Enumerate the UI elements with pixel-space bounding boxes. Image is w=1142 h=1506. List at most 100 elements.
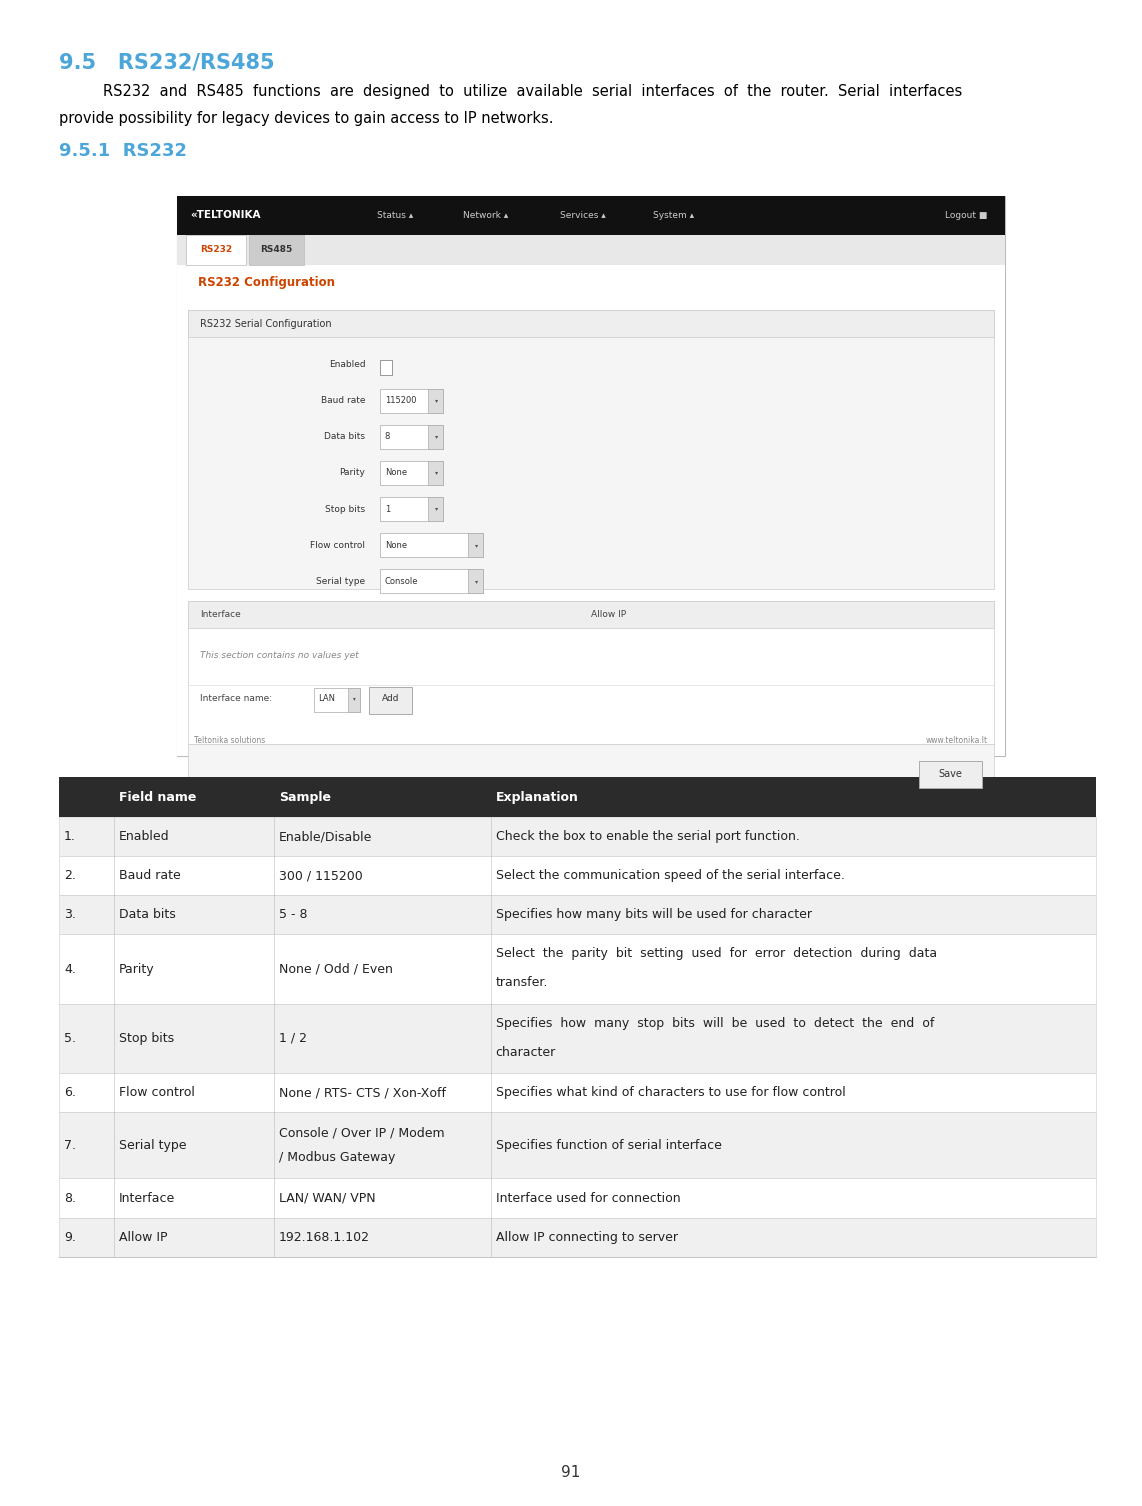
Text: Services ▴: Services ▴ <box>560 211 605 220</box>
Bar <box>59 816 1096 855</box>
Text: LAN: LAN <box>319 694 336 703</box>
Bar <box>468 533 483 557</box>
Text: 3.: 3. <box>64 908 75 922</box>
Bar <box>380 497 443 521</box>
Text: Check the box to enable the serial port function.: Check the box to enable the serial port … <box>496 830 799 843</box>
Bar <box>177 196 1005 235</box>
Bar <box>59 1218 1096 1258</box>
Text: Flow control: Flow control <box>119 1086 194 1099</box>
Text: Save: Save <box>939 770 963 779</box>
Text: Add: Add <box>381 694 400 703</box>
Bar <box>188 601 994 628</box>
Text: 1: 1 <box>385 505 391 514</box>
Text: Interface: Interface <box>119 1191 175 1205</box>
Text: Enable/Disable: Enable/Disable <box>279 830 372 843</box>
Text: Status ▴: Status ▴ <box>377 211 413 220</box>
Bar <box>177 196 1005 756</box>
Text: Sample: Sample <box>279 791 331 804</box>
Text: Specifies function of serial interface: Specifies function of serial interface <box>496 1139 722 1152</box>
Text: ▾: ▾ <box>435 506 437 512</box>
Bar <box>428 425 443 449</box>
Text: Data bits: Data bits <box>324 432 365 441</box>
Text: character: character <box>496 1045 556 1059</box>
Text: Stop bits: Stop bits <box>119 1032 174 1045</box>
Text: 9.5   RS232/RS485: 9.5 RS232/RS485 <box>59 53 275 72</box>
Text: 1 / 2: 1 / 2 <box>279 1032 307 1045</box>
Text: 7.: 7. <box>64 1139 77 1152</box>
Text: 8: 8 <box>385 432 391 441</box>
Text: This section contains no values yet: This section contains no values yet <box>200 651 359 660</box>
Text: None / RTS- CTS / Xon-Xoff: None / RTS- CTS / Xon-Xoff <box>279 1086 445 1099</box>
Text: Flow control: Flow control <box>311 541 365 550</box>
Bar <box>380 360 392 375</box>
Text: Console / Over IP / Modem: Console / Over IP / Modem <box>279 1126 444 1140</box>
Text: Teltonika solutions: Teltonika solutions <box>194 736 265 745</box>
Bar <box>348 688 360 712</box>
Bar <box>380 461 443 485</box>
Bar <box>59 1005 1096 1074</box>
Bar <box>177 235 1005 265</box>
Bar <box>380 533 483 557</box>
Text: Specifies how many bits will be used for character: Specifies how many bits will be used for… <box>496 908 812 922</box>
Text: ▾: ▾ <box>435 434 437 440</box>
Text: ▾: ▾ <box>435 470 437 476</box>
Text: / Modbus Gateway: / Modbus Gateway <box>279 1151 395 1164</box>
Text: RS232 Configuration: RS232 Configuration <box>198 276 335 289</box>
Bar <box>380 425 443 449</box>
Text: provide possibility for legacy devices to gain access to IP networks.: provide possibility for legacy devices t… <box>59 111 554 127</box>
Text: 2.: 2. <box>64 869 75 883</box>
Text: www.teltonika.lt: www.teltonika.lt <box>926 736 988 745</box>
Text: Enabled: Enabled <box>119 830 169 843</box>
Text: Serial type: Serial type <box>316 577 365 586</box>
Text: Allow IP: Allow IP <box>592 610 626 619</box>
Bar <box>59 895 1096 935</box>
Text: RS232  and  RS485  functions  are  designed  to  utilize  available  serial  int: RS232 and RS485 functions are designed t… <box>103 84 962 99</box>
Bar <box>380 389 443 413</box>
Text: 300 / 115200: 300 / 115200 <box>279 869 362 883</box>
Bar <box>59 1113 1096 1179</box>
Text: 115200: 115200 <box>385 396 417 405</box>
Bar <box>428 461 443 485</box>
Bar <box>188 601 994 744</box>
Bar <box>314 688 360 712</box>
Text: Enabled: Enabled <box>329 360 365 369</box>
Text: transfer.: transfer. <box>496 976 548 989</box>
Text: Baud rate: Baud rate <box>321 396 365 405</box>
Text: Specifies what kind of characters to use for flow control: Specifies what kind of characters to use… <box>496 1086 845 1099</box>
Text: ▾: ▾ <box>475 542 477 548</box>
Text: Allow IP: Allow IP <box>119 1230 167 1244</box>
Text: 9.: 9. <box>64 1230 75 1244</box>
Text: ▾: ▾ <box>435 398 437 404</box>
Text: Logout ■: Logout ■ <box>946 211 988 220</box>
Bar <box>186 235 246 265</box>
Text: System ▴: System ▴ <box>653 211 694 220</box>
Bar <box>428 389 443 413</box>
Text: Network ▴: Network ▴ <box>463 211 508 220</box>
Text: Interface name:: Interface name: <box>200 694 272 703</box>
Bar <box>188 310 994 337</box>
Bar <box>188 744 994 804</box>
Bar <box>380 569 483 593</box>
Text: Interface used for connection: Interface used for connection <box>496 1191 681 1205</box>
Text: Parity: Parity <box>119 962 154 976</box>
Bar <box>188 310 994 589</box>
Text: None: None <box>385 541 407 550</box>
Bar <box>468 569 483 593</box>
Text: 91: 91 <box>562 1465 580 1480</box>
Bar <box>919 761 982 788</box>
Text: None / Odd / Even: None / Odd / Even <box>279 962 393 976</box>
Text: Serial type: Serial type <box>119 1139 186 1152</box>
Bar <box>428 497 443 521</box>
Bar <box>59 935 1096 1005</box>
Text: Data bits: Data bits <box>119 908 176 922</box>
Text: Allow IP connecting to server: Allow IP connecting to server <box>496 1230 677 1244</box>
Text: RS232 Serial Configuration: RS232 Serial Configuration <box>200 319 331 328</box>
Text: Specifies  how  many  stop  bits  will  be  used  to  detect  the  end  of: Specifies how many stop bits will be use… <box>496 1017 934 1030</box>
Text: 6.: 6. <box>64 1086 75 1099</box>
Text: ▾: ▾ <box>353 696 355 702</box>
Text: LAN/ WAN/ VPN: LAN/ WAN/ VPN <box>279 1191 376 1205</box>
Text: RS232: RS232 <box>200 245 232 255</box>
Bar <box>59 855 1096 895</box>
Text: ▾: ▾ <box>475 578 477 584</box>
Text: 1.: 1. <box>64 830 75 843</box>
